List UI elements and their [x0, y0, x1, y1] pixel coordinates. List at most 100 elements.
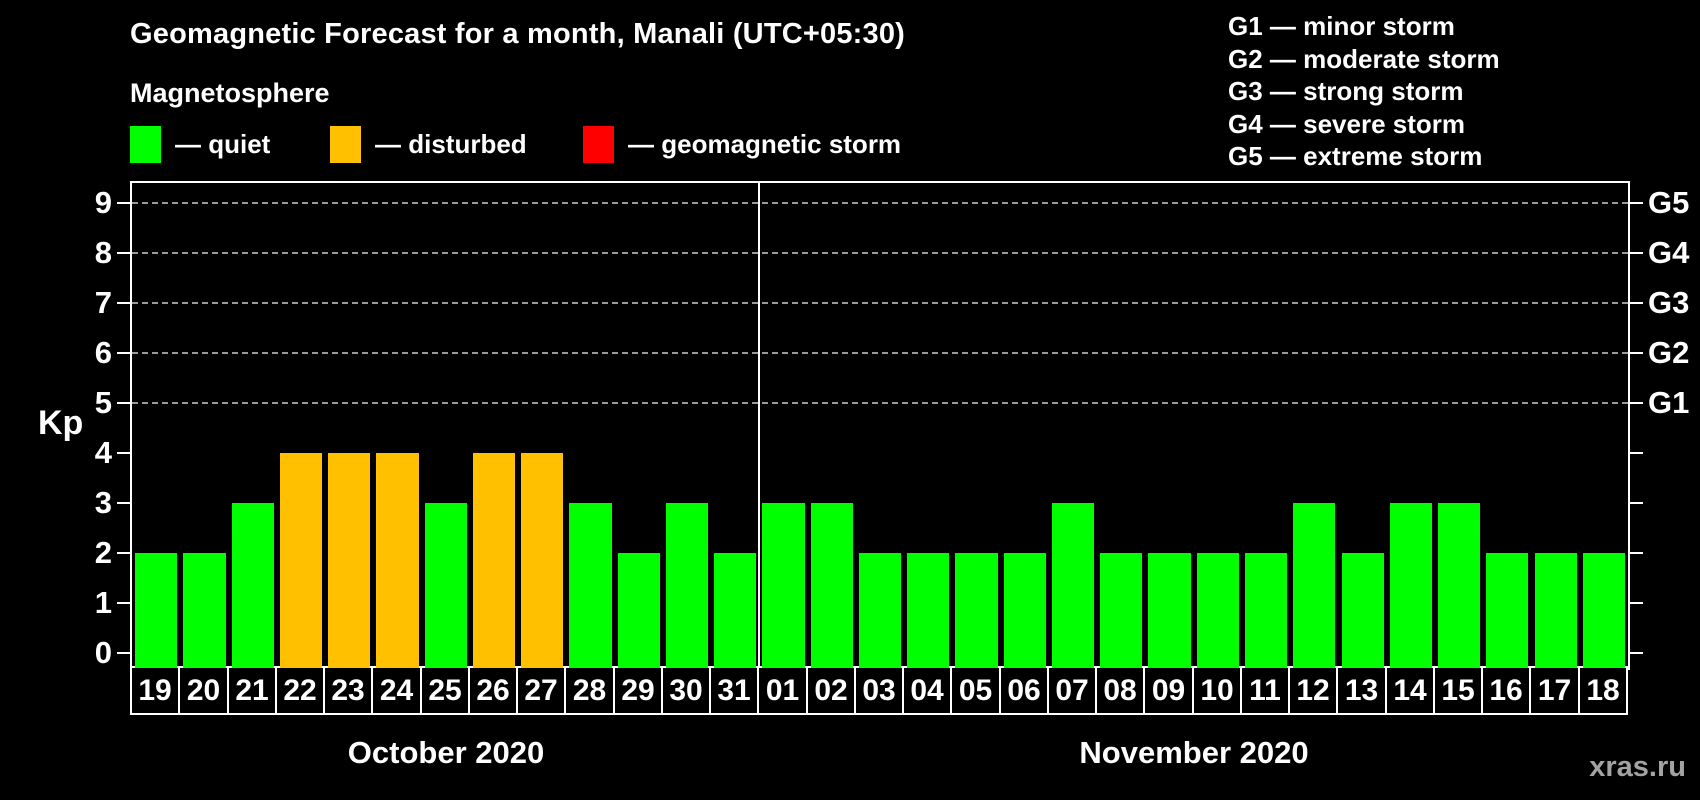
g-scale-legend: G1 — minor storm G2 — moderate storm G3 … — [1228, 10, 1500, 173]
bar-november-11 — [1244, 552, 1288, 668]
legend-label-disturbed: — disturbed — [375, 129, 527, 159]
g-scale-label-g5: G5 — [1648, 184, 1690, 220]
right-tick-kp0 — [1630, 651, 1643, 654]
bar-november-16 — [1486, 552, 1529, 668]
bar-october-19 — [135, 552, 178, 668]
day-label-october-22: 22 — [275, 666, 325, 715]
day-label-november-06: 06 — [999, 666, 1049, 715]
day-label-november-13: 13 — [1336, 666, 1387, 715]
bar-november-09 — [1148, 552, 1191, 668]
day-label-november-01: 01 — [757, 666, 808, 715]
day-label-october-25: 25 — [420, 666, 470, 715]
day-label-november-07: 07 — [1047, 666, 1097, 715]
right-tick-kp5 — [1630, 401, 1643, 404]
g1-legend-line: G1 — minor storm — [1228, 11, 1455, 41]
bar-november-08 — [1100, 552, 1143, 668]
g4-legend-line: G4 — severe storm — [1228, 108, 1466, 139]
right-tick-kp9 — [1630, 201, 1643, 204]
bar-november-02 — [810, 502, 853, 668]
day-label-november-09: 09 — [1143, 666, 1194, 715]
g2-legend-line: G2 — moderate storm — [1228, 43, 1500, 74]
right-tick-kp7 — [1630, 301, 1643, 304]
y-tick-label-3: 3 — [94, 484, 112, 520]
watermark: xras.ru — [1589, 751, 1686, 783]
day-label-november-11: 11 — [1240, 666, 1290, 715]
g-scale-label-g2: G2 — [1648, 334, 1690, 370]
day-label-november-16: 16 — [1481, 666, 1531, 715]
bar-october-29 — [617, 552, 660, 668]
day-label-october-28: 28 — [564, 666, 615, 715]
y-tick-label-9: 9 — [94, 184, 112, 220]
bar-october-20 — [183, 552, 226, 668]
day-label-october-20: 20 — [178, 666, 229, 715]
day-label-october-19: 19 — [130, 666, 180, 715]
g3-legend-line: G3 — strong storm — [1228, 76, 1464, 106]
right-tick-kp2 — [1630, 551, 1643, 554]
bar-november-10 — [1196, 552, 1239, 668]
bar-october-26 — [472, 452, 516, 668]
bar-october-24 — [376, 452, 419, 668]
magnetosphere-label: Magnetosphere — [130, 78, 330, 108]
g-scale-label-g4: G4 — [1648, 234, 1690, 270]
bar-october-25 — [424, 502, 467, 668]
g-scale-label-g3: G3 — [1648, 284, 1690, 320]
day-label-october-21: 21 — [227, 666, 277, 715]
legend-item-quiet: — quiet — [130, 126, 270, 163]
y-tick-label-2: 2 — [94, 534, 112, 570]
legend-item-disturbed: — disturbed — [330, 126, 527, 163]
bar-november-07 — [1051, 502, 1095, 668]
day-label-november-14: 14 — [1385, 666, 1435, 715]
day-label-october-26: 26 — [468, 666, 518, 715]
bar-november-15 — [1438, 502, 1481, 668]
bar-november-13 — [1341, 552, 1384, 668]
month-separator — [758, 183, 761, 668]
y-tick-label-4: 4 — [94, 434, 112, 470]
day-label-november-17: 17 — [1529, 666, 1580, 715]
right-tick-kp3 — [1630, 501, 1643, 504]
day-label-november-03: 03 — [854, 666, 904, 715]
y-tick-label-7: 7 — [94, 284, 112, 320]
right-tick-kp1 — [1630, 601, 1643, 604]
left-tick-kp2 — [117, 551, 130, 554]
bar-november-04 — [907, 552, 950, 668]
month-label-october: October 2020 — [347, 735, 545, 770]
gridline-kp8 — [132, 251, 1628, 254]
disturbed-color-swatch — [330, 126, 361, 163]
bar-october-27 — [521, 452, 564, 668]
bar-october-30 — [665, 502, 709, 668]
left-tick-kp0 — [117, 651, 130, 654]
day-label-november-08: 08 — [1095, 666, 1145, 715]
day-label-october-31: 31 — [709, 666, 759, 715]
left-tick-kp5 — [117, 401, 130, 404]
day-label-october-30: 30 — [661, 666, 711, 715]
bar-october-22 — [279, 452, 323, 668]
bar-november-05 — [955, 552, 998, 668]
y-tick-label-0: 0 — [94, 634, 112, 670]
month-label-november: November 2020 — [1079, 735, 1309, 770]
bar-november-01 — [762, 502, 805, 668]
bar-october-21 — [231, 502, 274, 668]
right-tick-kp6 — [1630, 351, 1643, 354]
bar-november-14 — [1389, 502, 1432, 668]
g-scale-label-g1: G1 — [1648, 384, 1690, 420]
left-tick-kp9 — [117, 201, 130, 204]
left-tick-kp4 — [117, 451, 130, 454]
day-label-november-04: 04 — [902, 666, 952, 715]
day-label-november-15: 15 — [1433, 666, 1483, 715]
day-label-october-23: 23 — [323, 666, 373, 715]
day-label-november-10: 10 — [1192, 666, 1242, 715]
gridline-kp5 — [132, 401, 1628, 404]
legend-label-storm: — geomagnetic storm — [628, 129, 902, 159]
quiet-color-swatch — [130, 126, 161, 163]
bar-november-18 — [1582, 552, 1625, 668]
day-label-october-27: 27 — [516, 666, 566, 715]
day-label-november-12: 12 — [1288, 666, 1338, 715]
page-title: Geomagnetic Forecast for a month, Manali… — [130, 18, 906, 50]
y-tick-label-8: 8 — [94, 234, 112, 270]
day-label-november-18: 18 — [1578, 666, 1628, 715]
y-tick-label-1: 1 — [94, 584, 112, 620]
bar-october-31 — [714, 552, 757, 668]
y-tick-label-5: 5 — [94, 384, 112, 420]
right-tick-kp8 — [1630, 251, 1643, 254]
